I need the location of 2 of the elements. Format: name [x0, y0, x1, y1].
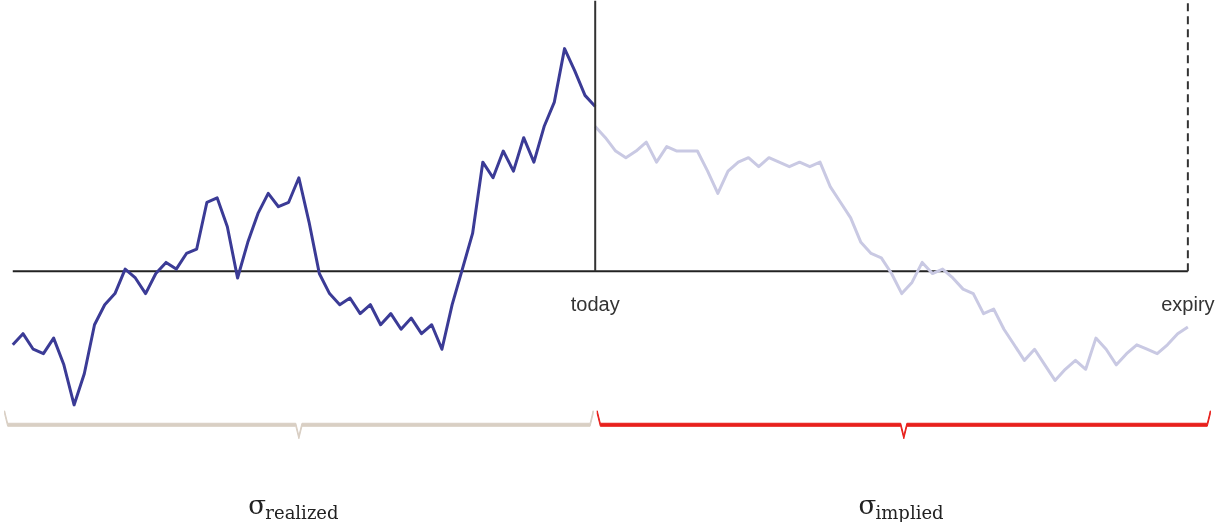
annotation: today — [570, 292, 620, 315]
annotation: expiry — [1161, 292, 1215, 315]
